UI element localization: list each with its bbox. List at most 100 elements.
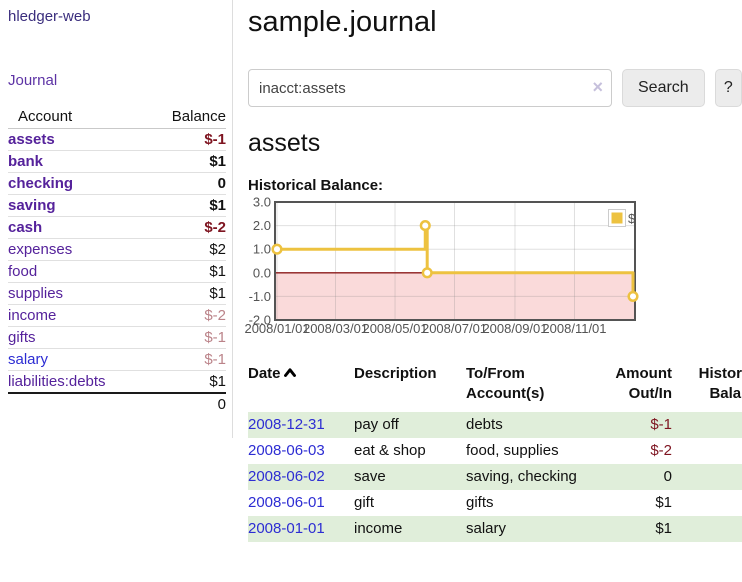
search-form: × Search ? — [248, 69, 742, 107]
legend-label: $ — [628, 211, 636, 226]
search-button[interactable]: Search — [622, 69, 705, 107]
app-title-link[interactable]: hledger-web — [8, 8, 91, 25]
register-header-amount: Amount Out/In — [615, 365, 672, 402]
account-link-bank[interactable]: bank — [8, 153, 44, 170]
y-axis-tick: -1.0 — [249, 289, 271, 304]
account-row: liabilities:debts $1 — [8, 370, 226, 394]
account-link-cash[interactable]: cash — [8, 219, 43, 236]
transaction-amount: $1 — [655, 520, 672, 537]
accounts-header-account: Account — [8, 106, 149, 129]
account-row: income $-2 — [8, 304, 226, 327]
account-link-food[interactable]: food — [8, 263, 38, 280]
transaction-balance: 0 — [672, 438, 742, 464]
account-link-checking[interactable]: checking — [8, 175, 74, 192]
x-axis-tick: 2008/07/01 — [422, 321, 487, 336]
account-balance: $-1 — [148, 348, 226, 371]
account-balance: $-2 — [148, 216, 226, 239]
account-heading: assets — [248, 129, 321, 157]
transaction-date-link[interactable]: 2008-06-01 — [248, 494, 325, 511]
y-axis-tick: 1.0 — [253, 242, 271, 257]
account-link-assets[interactable]: assets — [8, 131, 55, 148]
transaction-row: 2008-01-01 income salary $1$1 — [248, 516, 742, 542]
x-axis-tick: 2008/11/01 — [542, 321, 606, 336]
transaction-amount: $1 — [655, 494, 672, 511]
register-header-row: Date Description To/From Account(s) Amou… — [248, 362, 742, 412]
transaction-accounts: salary — [466, 520, 507, 537]
transaction-accounts: debts — [466, 416, 503, 433]
accounts-total-row: 0 — [8, 392, 226, 415]
sort-ascending-icon — [283, 368, 296, 377]
transaction-balance: $-1 — [672, 412, 742, 438]
transaction-accounts: gifts — [466, 494, 494, 511]
account-row: checking 0 — [8, 172, 226, 195]
sidebar-item-journal[interactable]: Journal — [8, 72, 58, 89]
register-table: Date Description To/From Account(s) Amou… — [248, 362, 742, 542]
search-input[interactable] — [248, 69, 612, 107]
balance-chart: $3.0 2.0 1.0 0.0 -1.0 -2.02008/01/012008/03/0… — [244, 195, 639, 336]
transaction-date-link[interactable]: 2008-06-02 — [248, 468, 325, 485]
transaction-balance: $1 — [672, 516, 742, 542]
account-link-expenses[interactable]: expenses — [8, 241, 73, 258]
x-axis-tick: 2008/09/01 — [482, 321, 547, 336]
account-row: salary $-1 — [8, 348, 226, 371]
register-header-accounts: To/From Account(s) — [466, 365, 545, 402]
account-row: bank $1 — [8, 150, 226, 173]
legend-swatch — [611, 212, 623, 224]
date-header-label: Date — [248, 365, 281, 382]
transaction-date-link[interactable]: 2008-06-03 — [248, 442, 325, 459]
y-axis-tick: 3.0 — [253, 195, 271, 210]
account-balance: $1 — [148, 194, 226, 217]
transaction-amount: 0 — [663, 468, 672, 485]
transaction-row: 2008-06-03 eat & shop food, supplies $-20 — [248, 438, 742, 464]
account-row: cash $-2 — [8, 216, 226, 239]
transaction-description: gift — [354, 494, 375, 511]
page-title: sample.journal — [248, 6, 437, 38]
data-point — [419, 220, 431, 232]
x-axis-tick: 2008/05/01 — [362, 321, 427, 336]
account-balance: $-1 — [148, 326, 226, 349]
clear-search-icon[interactable]: × — [592, 77, 603, 97]
account-link-liabilities-debts[interactable]: liabilities:debts — [8, 373, 106, 390]
transaction-row: 2008-06-01 gift gifts $1$2 — [248, 490, 742, 516]
account-row: expenses $2 — [8, 238, 226, 261]
account-balance: $-1 — [148, 128, 226, 151]
transaction-row: 2008-06-02 save saving, checking 0$2 — [248, 464, 742, 490]
account-link-salary[interactable]: salary — [8, 351, 49, 368]
x-axis-tick: 2008/01/01 — [244, 321, 309, 336]
y-axis-tick: -2.0 — [249, 313, 271, 328]
register-header-balance: Historical Balance — [698, 365, 742, 402]
account-row: supplies $1 — [8, 282, 226, 305]
transaction-description: pay off — [354, 416, 399, 433]
transaction-description: eat & shop — [354, 442, 426, 459]
account-row: gifts $-1 — [8, 326, 226, 349]
chart-title: Historical Balance: — [248, 177, 384, 194]
transaction-description: save — [354, 468, 386, 485]
account-balance: 0 — [148, 172, 226, 195]
account-balance: $1 — [148, 370, 226, 394]
register-header-description: Description — [354, 365, 437, 382]
account-row: food $1 — [8, 260, 226, 283]
account-balance: $1 — [148, 282, 226, 305]
main-content: sample.journal × Search ? assets Histori… — [244, 0, 742, 542]
transaction-accounts: saving, checking — [466, 468, 577, 485]
transaction-description: income — [354, 520, 403, 537]
register-header-date[interactable]: Date — [248, 362, 354, 412]
transaction-accounts: food, supplies — [466, 442, 559, 459]
help-button[interactable]: ? — [714, 69, 742, 107]
account-link-saving[interactable]: saving — [8, 197, 56, 214]
y-axis-tick: 2.0 — [253, 218, 271, 233]
transaction-row: 2008-12-31 pay off debts $-1$-1 — [248, 412, 742, 438]
transaction-date-link[interactable]: 2008-12-31 — [248, 416, 325, 433]
accounts-total-balance: 0 — [148, 392, 226, 415]
account-row: assets $-1 — [8, 128, 226, 151]
account-link-supplies[interactable]: supplies — [8, 285, 64, 302]
account-link-gifts[interactable]: gifts — [8, 329, 36, 346]
account-balance: $-2 — [148, 304, 226, 327]
account-link-income[interactable]: income — [8, 307, 57, 324]
account-balance: $1 — [148, 150, 226, 173]
data-point — [421, 267, 433, 279]
transaction-date-link[interactable]: 2008-01-01 — [248, 520, 325, 537]
transaction-amount: $-2 — [650, 442, 672, 459]
transaction-balance: $2 — [672, 464, 742, 490]
y-axis-tick: 0.0 — [253, 265, 271, 280]
